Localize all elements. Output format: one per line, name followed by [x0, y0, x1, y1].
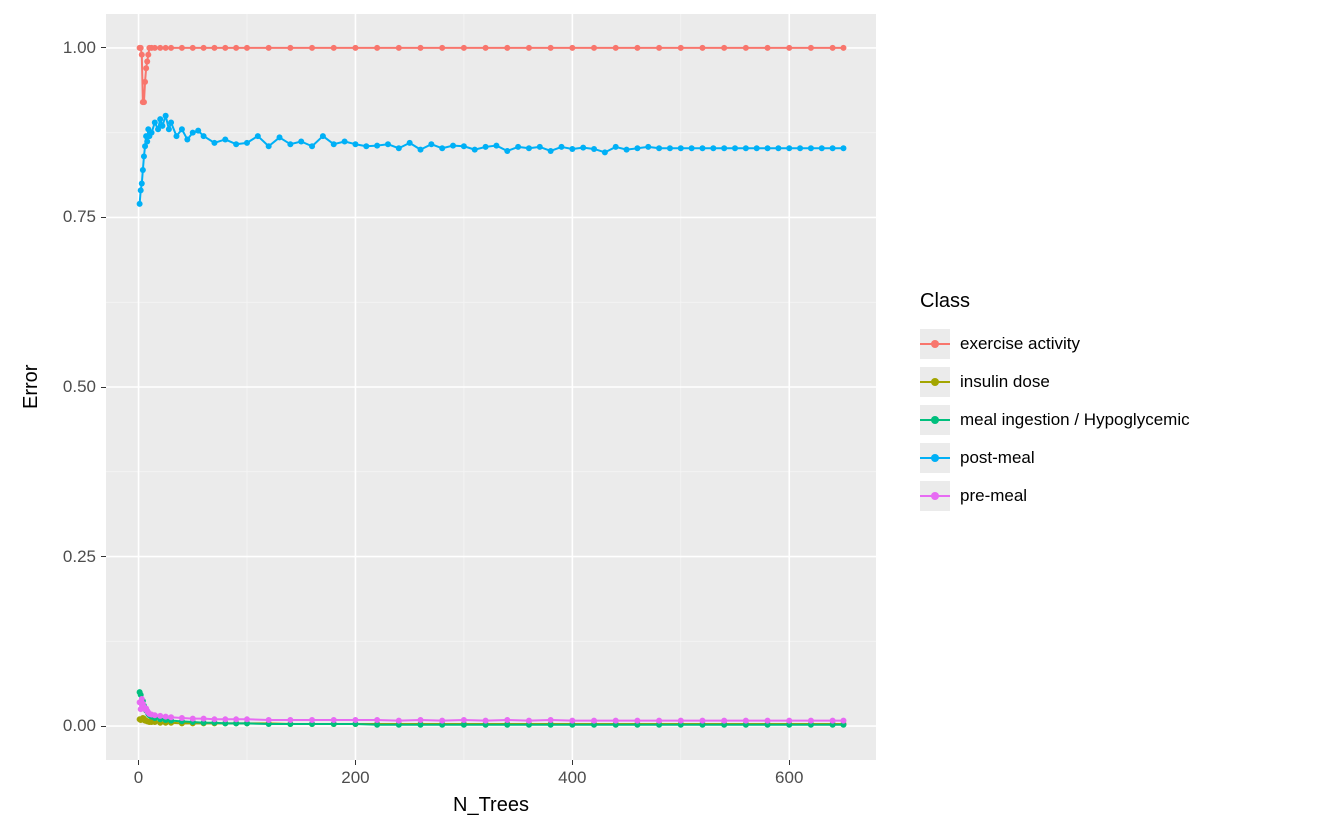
legend-item: pre-meal: [920, 481, 1190, 511]
legend-key: [920, 443, 950, 473]
y-tick-mark: [101, 726, 106, 727]
legend-key: [920, 329, 950, 359]
legend-label: meal ingestion / Hypoglycemic: [960, 410, 1190, 430]
x-tick-mark: [572, 760, 573, 765]
y-tick-label: 0.25: [63, 547, 96, 567]
legend-item: insulin dose: [920, 367, 1190, 397]
x-tick-label: 400: [542, 768, 602, 788]
plot-panel: [106, 14, 876, 760]
x-axis-title: N_Trees: [106, 794, 876, 817]
x-tick-label: 0: [109, 768, 169, 788]
x-tick-label: 200: [325, 768, 385, 788]
legend: Class exercise activity insulin dose meal …: [920, 290, 1190, 519]
legend-item: post-meal: [920, 443, 1190, 473]
y-tick-label: 0.50: [63, 377, 96, 397]
x-tick-mark: [355, 760, 356, 765]
y-tick-label: 1.00: [63, 38, 96, 58]
x-tick-mark: [138, 760, 139, 765]
y-tick-mark: [101, 217, 106, 218]
y-tick-mark: [101, 556, 106, 557]
y-tick-mark: [101, 47, 106, 48]
y-tick-label: 0.75: [63, 207, 96, 227]
x-tick-mark: [789, 760, 790, 765]
legend-key: [920, 367, 950, 397]
legend-title: Class: [920, 290, 1190, 313]
legend-key: [920, 481, 950, 511]
legend-label: exercise activity: [960, 334, 1080, 354]
legend-label: post-meal: [960, 448, 1035, 468]
legend-label: pre-meal: [960, 486, 1027, 506]
y-tick-label: 0.00: [63, 716, 96, 736]
chart-figure: Error N_Trees 0.00 0.25 0.50 0.75 1.00 0 200 40…: [0, 0, 1344, 830]
x-tick-label: 600: [759, 768, 819, 788]
y-tick-mark: [101, 387, 106, 388]
y-axis-title: Error: [20, 14, 43, 760]
legend-item: meal ingestion / Hypoglycemic: [920, 405, 1190, 435]
legend-item: exercise activity: [920, 329, 1190, 359]
legend-key: [920, 405, 950, 435]
legend-label: insulin dose: [960, 372, 1050, 392]
